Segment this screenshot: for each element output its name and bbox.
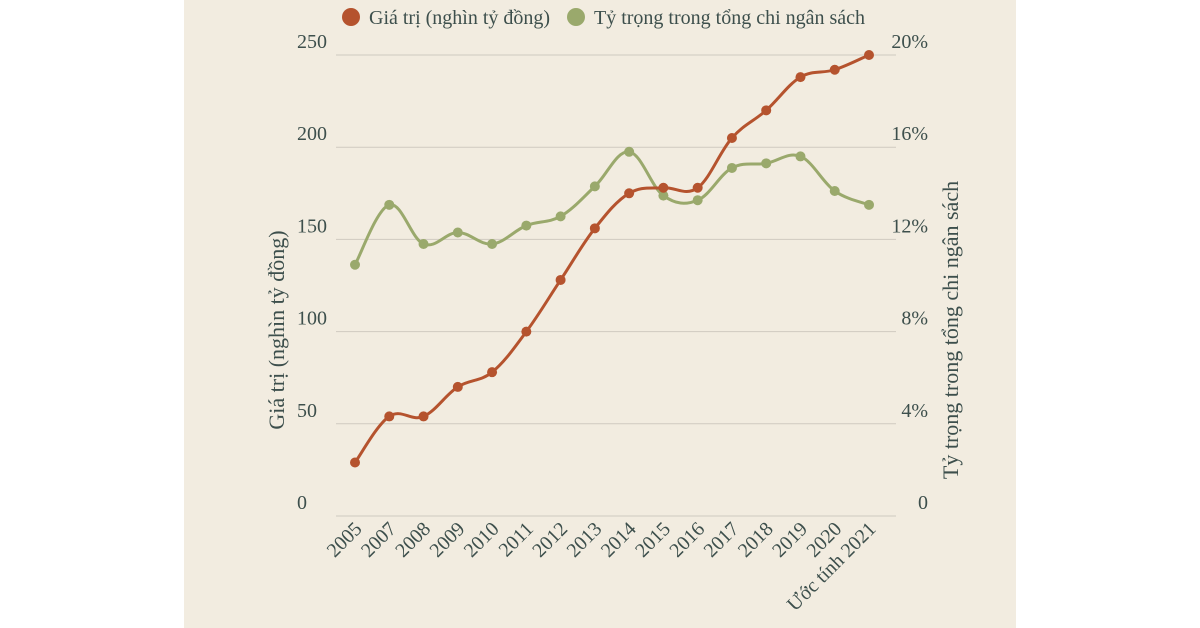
x-tick-label: 2008 xyxy=(391,518,435,562)
x-tick-label: 2007 xyxy=(357,518,401,562)
right-tick-label: 12% xyxy=(891,215,928,237)
value-data-point xyxy=(521,326,532,337)
value-data-point xyxy=(726,132,737,143)
value-data-point xyxy=(864,50,874,60)
x-tick-label: 2011 xyxy=(495,518,538,561)
share-data-point xyxy=(795,151,806,162)
share-data-point xyxy=(521,220,532,231)
value-data-point xyxy=(350,457,360,468)
x-tick-label: 2018 xyxy=(734,518,778,562)
share-data-point xyxy=(829,185,840,196)
series-points xyxy=(350,50,874,468)
share-data-point xyxy=(761,158,772,169)
x-tick-label: 2010 xyxy=(460,518,504,562)
value-data-point xyxy=(658,182,669,193)
right-tick-label: 8% xyxy=(901,308,928,330)
value-data-point xyxy=(795,72,806,83)
share-data-point xyxy=(692,195,703,206)
series-lines xyxy=(353,53,870,464)
share-data-point xyxy=(658,190,669,201)
chart-panel xyxy=(184,0,1016,628)
left-tick-label: 50 xyxy=(297,400,317,422)
x-tick-label: 2014 xyxy=(597,518,641,562)
value-data-point xyxy=(692,182,703,193)
right-tick-label: 20% xyxy=(891,31,928,53)
share-data-point xyxy=(418,239,429,250)
legend-marker-share xyxy=(567,8,585,26)
share-data-point xyxy=(350,259,360,270)
left-tick-label: 150 xyxy=(297,215,327,237)
left-tick-label: 100 xyxy=(297,308,327,330)
share-data-point xyxy=(384,199,395,210)
share-data-point xyxy=(589,181,600,192)
gridlines xyxy=(336,54,896,517)
value-data-point xyxy=(384,411,395,422)
share-data-point xyxy=(864,199,874,210)
value-data-point xyxy=(452,381,463,392)
share-series-line xyxy=(353,150,870,266)
left-tick-label: 250 xyxy=(297,31,327,53)
left-axis-ticks: 0 50 100 150 200 250 xyxy=(297,31,327,514)
value-data-point xyxy=(624,188,635,199)
value-series-line xyxy=(353,53,870,464)
x-tick-label: 2017 xyxy=(700,518,744,562)
x-tick-label: 2013 xyxy=(563,518,607,562)
value-data-point xyxy=(487,367,498,378)
x-tick-label: 2005 xyxy=(323,518,367,562)
value-data-point xyxy=(589,223,600,234)
share-data-point xyxy=(452,227,463,238)
x-tick-label: 2009 xyxy=(425,518,469,562)
share-data-point xyxy=(726,162,737,173)
left-tick-label: 200 xyxy=(297,123,327,145)
value-data-point xyxy=(555,274,566,285)
right-tick-label: 16% xyxy=(891,123,928,145)
right-axis-title: Tỷ trọng trong tổng chi ngân sách xyxy=(938,181,963,479)
legend-label-share: Tỷ trọng trong tổng chi ngân sách xyxy=(594,7,865,29)
value-data-point xyxy=(418,411,429,422)
share-data-point xyxy=(555,211,566,222)
value-data-point xyxy=(829,64,840,75)
right-axis-ticks: 0 4% 8% 12% 16% 20% xyxy=(891,31,928,514)
x-tick-label: 2016 xyxy=(665,518,709,562)
right-tick-label: 4% xyxy=(901,400,928,422)
share-data-point xyxy=(624,146,635,157)
x-tick-label: 2015 xyxy=(631,518,675,562)
legend-marker-value xyxy=(342,8,360,26)
left-axis-title: Giá trị (nghìn tỷ đồng) xyxy=(264,230,289,429)
x-axis-ticks: 2005200720082009201020112012201320142015… xyxy=(323,518,881,616)
left-tick-label: 0 xyxy=(297,492,307,514)
legend-label-value: Giá trị (nghìn tỷ đồng) xyxy=(369,7,550,29)
value-data-point xyxy=(761,105,772,116)
x-tick-label: 2012 xyxy=(528,518,572,562)
legend: Giá trị (nghìn tỷ đồng) Tỷ trọng trong t… xyxy=(342,7,865,29)
right-tick-label: 0 xyxy=(918,492,928,514)
x-tick-label: 2019 xyxy=(768,518,812,562)
share-data-point xyxy=(487,239,498,250)
